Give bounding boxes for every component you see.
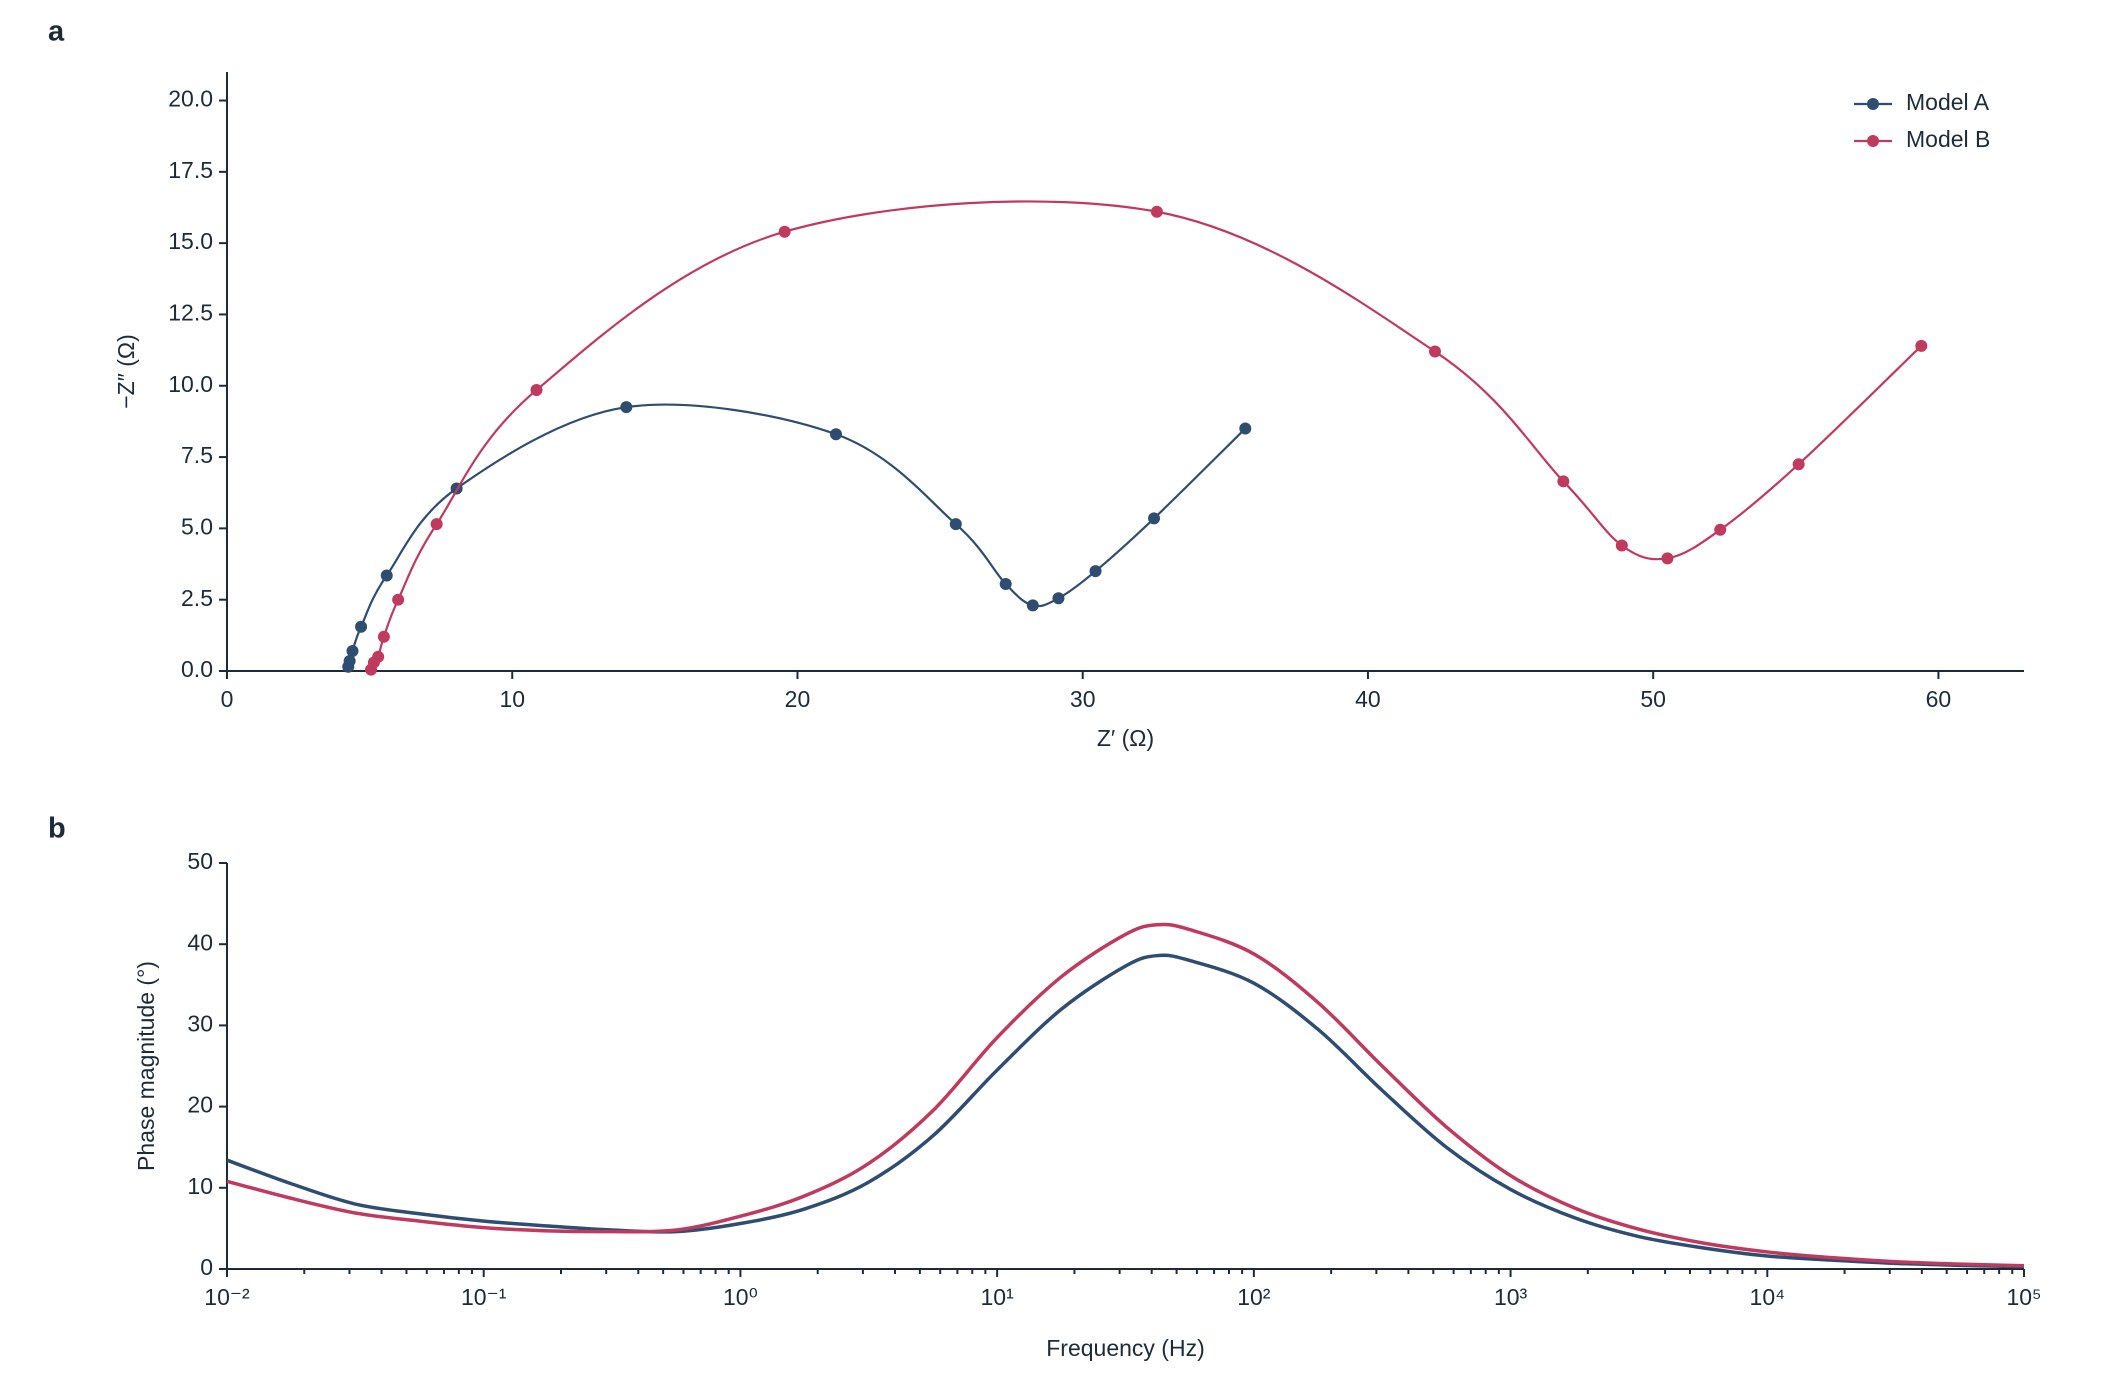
marker xyxy=(430,518,443,531)
x-axis-label: Frequency (Hz) xyxy=(1046,1335,1204,1361)
x-tick-label: 10⁻² xyxy=(204,1284,250,1310)
marker xyxy=(377,630,390,643)
y-tick-label: 50 xyxy=(187,848,213,874)
panel-label: a xyxy=(48,16,65,48)
marker xyxy=(1661,552,1674,565)
marker xyxy=(1714,523,1727,536)
y-tick-label: 20.0 xyxy=(168,86,213,112)
marker xyxy=(392,593,405,606)
y-tick-label: 20 xyxy=(187,1092,213,1118)
x-tick-label: 10⁰ xyxy=(723,1284,758,1310)
x-tick-label: 10⁻¹ xyxy=(461,1284,507,1310)
x-tick-label: 10¹ xyxy=(981,1284,1015,1310)
y-tick-label: 10 xyxy=(187,1173,213,1199)
marker xyxy=(1428,345,1441,358)
panel-label: b xyxy=(48,813,66,845)
marker xyxy=(829,428,842,441)
marker xyxy=(1239,422,1252,435)
legend-marker xyxy=(1867,98,1879,110)
legend-label: Model A xyxy=(1906,89,1990,115)
marker xyxy=(372,650,385,663)
legend-label: Model B xyxy=(1906,126,1990,152)
y-tick-label: 15.0 xyxy=(168,228,213,254)
series-line xyxy=(370,200,1923,670)
y-tick-label: 7.5 xyxy=(181,442,213,468)
series-line xyxy=(226,922,2025,1268)
marker xyxy=(620,401,633,414)
marker xyxy=(380,569,393,582)
marker xyxy=(1026,599,1039,612)
marker xyxy=(1915,339,1928,352)
y-axis-label: Phase magnitude (°) xyxy=(133,961,159,1171)
x-tick-label: 50 xyxy=(1640,686,1666,712)
x-axis-label: Z′ (Ω) xyxy=(1097,725,1154,751)
marker xyxy=(1615,539,1628,552)
marker xyxy=(999,578,1012,591)
x-tick-label: 10⁴ xyxy=(1750,1284,1785,1310)
y-tick-label: 17.5 xyxy=(168,157,213,183)
x-tick-label: 10² xyxy=(1237,1284,1271,1310)
marker xyxy=(346,645,359,658)
marker xyxy=(530,384,543,397)
x-tick-label: 40 xyxy=(1355,686,1381,712)
y-tick-label: 10.0 xyxy=(168,371,213,397)
y-tick-label: 30 xyxy=(187,1010,213,1036)
series-line xyxy=(347,403,1247,667)
marker xyxy=(343,655,356,668)
marker xyxy=(1557,475,1570,488)
x-tick-label: 10⁵ xyxy=(2006,1284,2041,1310)
marker xyxy=(778,225,791,238)
y-tick-label: 0 xyxy=(200,1254,213,1280)
marker xyxy=(355,620,368,633)
series-line xyxy=(226,953,2025,1269)
x-tick-label: 10 xyxy=(499,686,525,712)
marker xyxy=(1052,592,1065,605)
y-tick-label: 5.0 xyxy=(181,513,213,539)
marker xyxy=(1150,205,1163,218)
y-tick-label: 0.0 xyxy=(181,656,213,682)
x-tick-label: 20 xyxy=(785,686,811,712)
y-tick-label: 12.5 xyxy=(168,300,213,326)
marker xyxy=(949,518,962,531)
marker xyxy=(1089,565,1102,578)
x-tick-label: 30 xyxy=(1070,686,1096,712)
y-tick-label: 40 xyxy=(187,929,213,955)
marker xyxy=(1792,458,1805,471)
y-axis-label: −Z″ (Ω) xyxy=(113,334,139,409)
x-tick-label: 0 xyxy=(221,686,234,712)
x-tick-label: 10³ xyxy=(1494,1284,1528,1310)
y-tick-label: 2.5 xyxy=(181,585,213,611)
marker xyxy=(1148,512,1161,525)
x-tick-label: 60 xyxy=(1926,686,1952,712)
legend-marker xyxy=(1867,135,1879,147)
